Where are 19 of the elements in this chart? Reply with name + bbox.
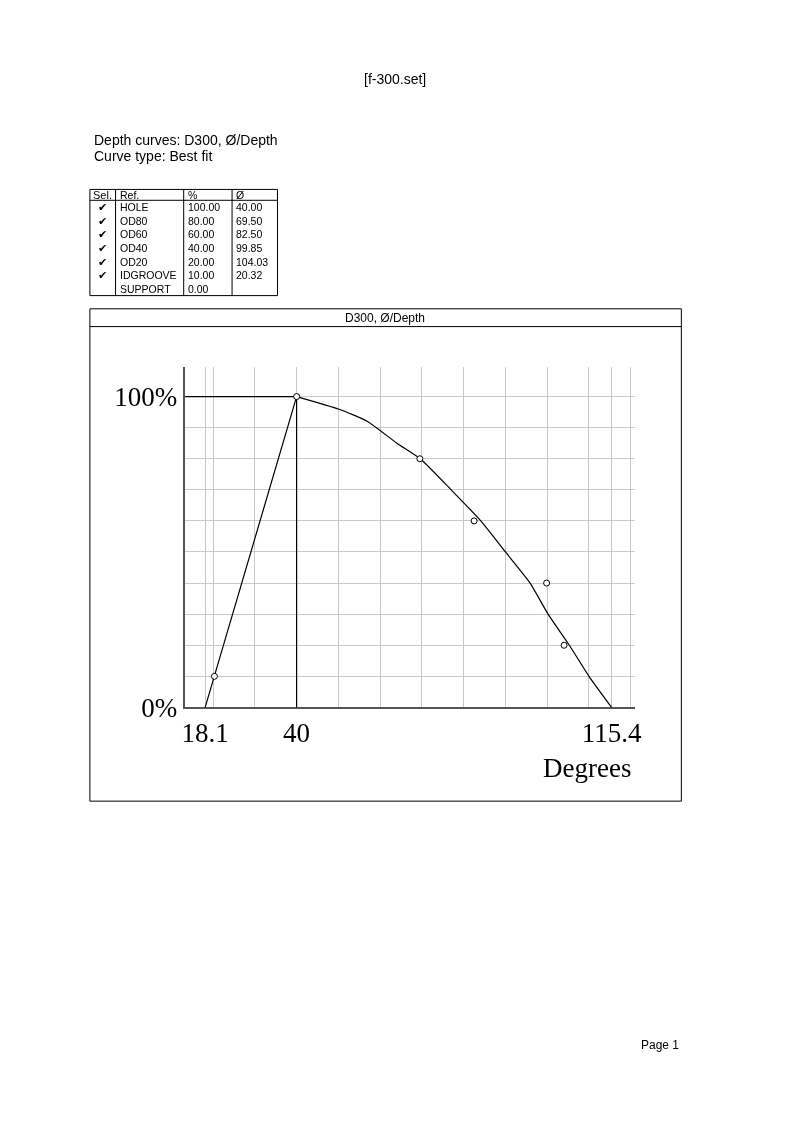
text: ✔ HOLE 100.00 40.00: [98, 201, 263, 213]
text: Depth curves: D300, Ø/Depth: [94, 132, 278, 148]
y-tick-label: 0%: [141, 692, 178, 723]
text: ✔ OD40 40.00 99.85: [98, 242, 263, 254]
text: Page 1: [641, 1038, 680, 1052]
text: ✔ OD60 60.00 82.50: [98, 228, 263, 240]
y-tick-label: 100%: [114, 382, 178, 413]
x-tick-label: 18.1: [181, 717, 229, 748]
text: ✔ OD80 80.00 69.50: [98, 215, 263, 227]
text: Sel. Ref. % Ø: [93, 189, 245, 201]
x-tick-label: 40: [283, 717, 311, 748]
chart-title: D300, Ø/Depth: [345, 311, 426, 325]
text: Curve type: Best fit: [94, 148, 213, 164]
x-tick-label: 115.4: [581, 717, 642, 748]
text: ✔ IDGROOVE 10.00 20.32: [98, 269, 263, 281]
text: ✔ OD20 20.00 104.03: [98, 256, 269, 268]
text: SUPPORT 0.00: [120, 283, 209, 295]
x-axis-title: Degrees: [543, 753, 632, 783]
chart-subtitle: [f-300.set]: [364, 71, 427, 87]
